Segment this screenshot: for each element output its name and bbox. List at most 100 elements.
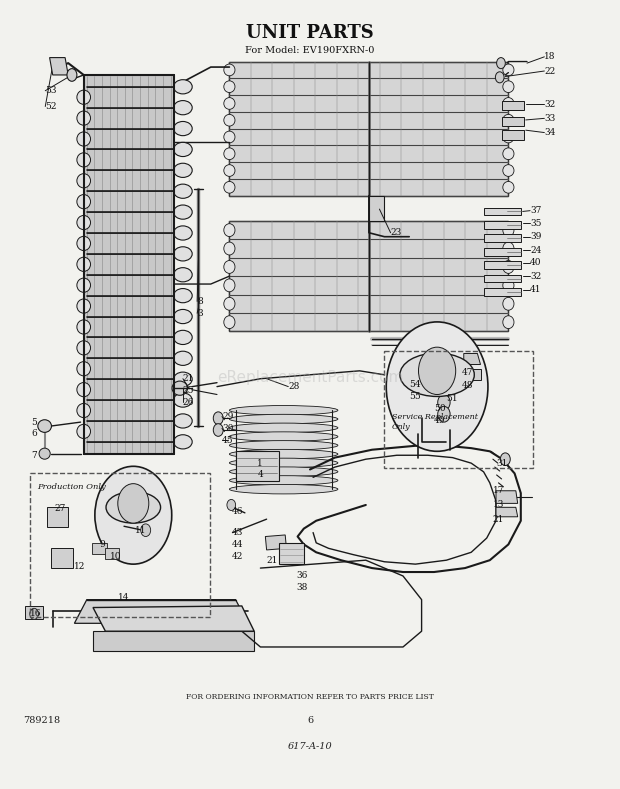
Ellipse shape [77,237,91,251]
Text: 23: 23 [391,228,402,237]
Ellipse shape [224,64,235,76]
Ellipse shape [77,341,91,355]
Text: FOR ORDERING INFORMATION REFER TO PARTS PRICE LIST: FOR ORDERING INFORMATION REFER TO PARTS … [186,693,434,701]
Polygon shape [50,58,68,75]
Circle shape [67,69,77,81]
Text: 25: 25 [183,386,195,395]
Polygon shape [496,491,518,503]
Text: 11: 11 [135,526,147,536]
Ellipse shape [174,142,192,156]
Text: 33: 33 [544,114,556,123]
Ellipse shape [106,492,161,523]
Ellipse shape [229,406,338,415]
Ellipse shape [224,297,235,310]
Polygon shape [484,275,521,282]
Ellipse shape [77,257,91,271]
Circle shape [118,484,149,523]
Ellipse shape [229,450,338,459]
Ellipse shape [39,448,50,459]
Text: 18: 18 [544,52,556,62]
Ellipse shape [224,279,235,292]
Circle shape [30,608,38,619]
Text: 16: 16 [30,609,42,619]
Text: Production Only: Production Only [37,483,106,491]
Text: 42: 42 [231,552,242,561]
Text: 30: 30 [222,424,233,433]
Text: 8: 8 [197,297,203,306]
Text: 34: 34 [544,128,556,137]
Ellipse shape [174,163,192,178]
Ellipse shape [77,111,91,125]
Circle shape [386,322,488,451]
Text: 40: 40 [530,258,542,267]
Ellipse shape [224,80,235,92]
Polygon shape [25,606,43,619]
Text: 26: 26 [183,398,194,407]
Ellipse shape [174,351,192,365]
Text: 43: 43 [231,528,242,537]
Polygon shape [93,631,254,651]
Ellipse shape [174,184,192,198]
Text: 41: 41 [530,285,542,294]
Ellipse shape [224,260,235,273]
Text: 9: 9 [99,540,105,549]
Ellipse shape [503,181,514,193]
Text: 5: 5 [31,417,37,427]
Text: 1: 1 [257,458,263,468]
Ellipse shape [174,393,192,407]
Ellipse shape [77,153,91,167]
Text: 52: 52 [45,102,57,111]
Ellipse shape [174,331,192,345]
Ellipse shape [174,267,192,282]
Text: 55: 55 [409,391,421,401]
Ellipse shape [174,309,192,323]
Text: 10: 10 [110,552,122,561]
Polygon shape [46,507,68,527]
Text: 32: 32 [530,271,541,281]
Polygon shape [484,208,521,215]
Polygon shape [93,606,254,631]
Polygon shape [502,130,524,140]
Text: 4: 4 [257,470,263,480]
Polygon shape [464,353,480,365]
Circle shape [213,412,223,424]
Circle shape [141,524,151,537]
Polygon shape [279,543,304,564]
Ellipse shape [503,80,514,92]
Text: Service Replacement
Only: Service Replacement Only [392,413,478,431]
Ellipse shape [229,423,338,432]
Text: 13: 13 [493,500,504,510]
Text: 35: 35 [530,219,542,228]
Ellipse shape [77,424,91,439]
Text: 29: 29 [222,412,233,421]
Text: UNIT PARTS: UNIT PARTS [246,24,374,42]
Text: 3: 3 [197,308,203,318]
Text: 21: 21 [183,374,194,383]
Polygon shape [496,507,518,517]
Text: 24: 24 [530,245,541,255]
Polygon shape [51,548,73,568]
Ellipse shape [224,181,235,193]
Polygon shape [74,600,248,623]
Ellipse shape [77,320,91,334]
Ellipse shape [174,372,192,387]
Ellipse shape [224,98,235,110]
Ellipse shape [229,432,338,441]
Polygon shape [502,117,524,126]
Ellipse shape [503,242,514,255]
Circle shape [418,347,456,394]
Ellipse shape [224,242,235,255]
Text: eReplacementParts.com: eReplacementParts.com [217,369,403,385]
Ellipse shape [503,260,514,273]
Text: 46: 46 [231,507,243,516]
Ellipse shape [38,420,51,432]
Ellipse shape [503,131,514,143]
Text: 53: 53 [45,86,57,95]
Ellipse shape [224,114,235,126]
Text: 32: 32 [544,99,556,109]
Circle shape [497,58,505,69]
Ellipse shape [77,361,91,376]
Ellipse shape [224,148,235,159]
Ellipse shape [174,247,192,261]
Circle shape [95,466,172,564]
